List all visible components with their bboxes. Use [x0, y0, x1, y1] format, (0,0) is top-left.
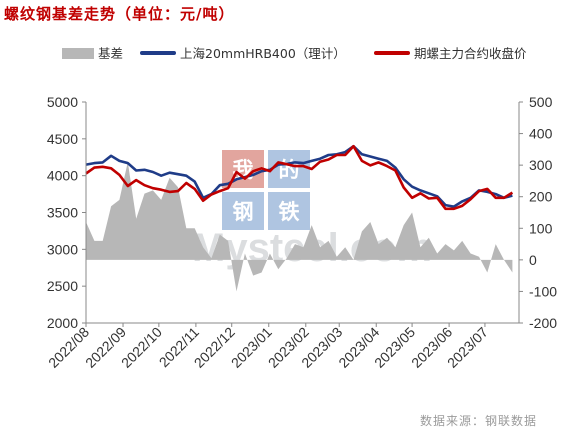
legend-swatch-basis	[62, 48, 94, 59]
legend-item-futures-price: 期螺主力合约收盘价	[374, 43, 527, 62]
left-tick-label: 3000	[47, 241, 78, 257]
right-tick-label: 300	[529, 157, 553, 173]
x-tick-label: 2022/10	[118, 324, 165, 371]
watermark-cell	[222, 192, 264, 230]
spot-price-line	[85, 144, 513, 208]
left-tick-label: 2000	[47, 315, 78, 331]
legend-label-spot-price: 上海20mmHRB400（理计）	[180, 46, 346, 61]
right-tick-label: -100	[529, 283, 557, 299]
source-note: 数据来源：钢联数据	[420, 414, 538, 428]
watermark-char: 铁	[279, 200, 300, 224]
legend-label-basis: 基差	[98, 46, 124, 61]
watermark-cell	[268, 150, 310, 188]
right-tick-label: 0	[529, 252, 537, 268]
legend-label-futures-price: 期螺主力合约收盘价	[414, 46, 527, 61]
watermark-cell	[268, 192, 310, 230]
price-lines-layer	[85, 144, 514, 211]
right-tick-label: 200	[529, 189, 553, 205]
right-tick-label: -200	[529, 315, 557, 331]
left-tick-label: 4500	[47, 131, 78, 147]
basis-area	[86, 162, 513, 292]
left-tick-label: 2500	[47, 278, 78, 294]
legend-swatch-spot-price	[140, 51, 176, 55]
left-tick-label: 4000	[47, 168, 78, 184]
right-tick-label: 400	[529, 126, 553, 142]
legend-item-spot-price: 上海20mmHRB400（理计）	[140, 43, 346, 62]
watermark-char: 钢	[233, 200, 254, 224]
left-tick-label: 3500	[47, 205, 78, 221]
legend-item-basis: 基差	[62, 43, 123, 62]
legend-swatch-futures-price	[374, 51, 410, 55]
legend: 基差 上海20mmHRB400（理计） 期螺主力合约收盘价	[0, 40, 585, 62]
chart-title: 螺纹钢基差走势（单位：元/吨）	[4, 5, 235, 23]
x-tick-label: 2023/07	[444, 324, 491, 371]
right-tick-label: 100	[529, 220, 553, 236]
futures-price-line	[85, 144, 514, 211]
basis-area-layer	[86, 162, 513, 292]
right-tick-label: 500	[529, 94, 553, 110]
left-tick-label: 5000	[47, 94, 78, 110]
